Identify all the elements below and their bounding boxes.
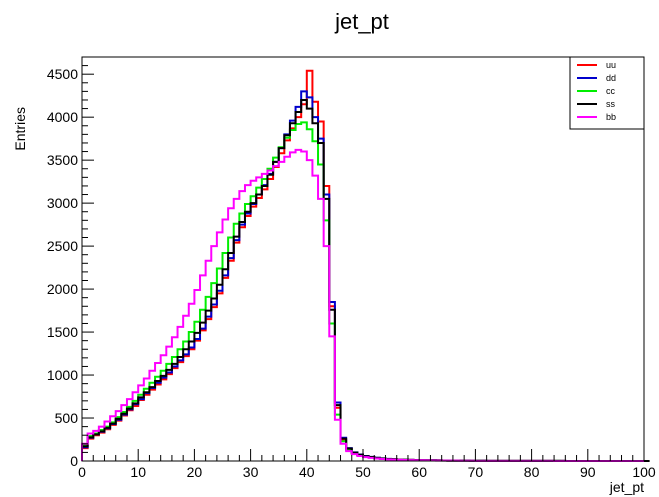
x-tick-label: 60 (411, 464, 427, 480)
x-tick-label: 30 (243, 464, 259, 480)
series-cc-line (81, 121, 644, 462)
series-layer (81, 69, 650, 462)
x-tick-label: 100 (632, 464, 656, 480)
x-tick-label: 70 (468, 464, 484, 480)
y-tick-label: 2000 (47, 281, 78, 297)
series-dd-line (81, 90, 644, 462)
series-uu-line (81, 69, 644, 462)
y-tick-label: 500 (55, 410, 79, 426)
y-tick-label: 0 (70, 453, 78, 469)
x-tick-label: 50 (355, 464, 371, 480)
y-tick-label: 3500 (47, 152, 78, 168)
x-tick-label: 10 (130, 464, 146, 480)
chart-title: jet_pt (334, 9, 389, 34)
plot-frame (81, 56, 645, 462)
legend-label-cc: cc (606, 86, 616, 96)
x-tick-label: 0 (78, 464, 86, 480)
legend-label-dd: dd (606, 73, 616, 83)
x-axis-title: jet_pt (609, 479, 644, 495)
y-tick-label: 4000 (47, 109, 78, 125)
x-tick-label: 20 (187, 464, 203, 480)
legend-label-bb: bb (606, 112, 616, 122)
y-tick-label: 2500 (47, 238, 78, 254)
legend-label-uu: uu (606, 60, 616, 70)
x-tick-label: 80 (524, 464, 540, 480)
legend-label-ss: ss (606, 99, 616, 109)
series-bb-line (81, 148, 644, 462)
y-axis-title: Entries (12, 107, 28, 151)
x-tick-label: 90 (580, 464, 596, 480)
y-tick-label: 1500 (47, 324, 78, 340)
y-tick-label: 1000 (47, 367, 78, 383)
series-ss-line (81, 98, 650, 462)
y-tick-label: 3000 (47, 195, 78, 211)
axis-layer: 0 10 20 30 40 50 60 70 80 90 100050010001500200025… (47, 65, 656, 480)
legend: uu dd cc ss bb (569, 56, 645, 130)
y-tick-label: 4500 (47, 66, 78, 82)
x-tick-label: 40 (299, 464, 315, 480)
